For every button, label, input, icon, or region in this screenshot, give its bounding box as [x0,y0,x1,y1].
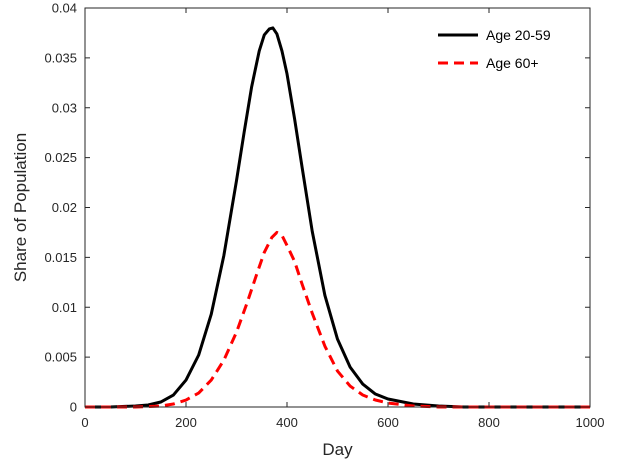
y-tick-label: 0.035 [44,50,77,65]
x-tick-label: 400 [276,415,298,430]
x-axis-label: Day [322,440,353,459]
y-tick-label: 0.005 [44,350,77,365]
x-tick-label: 800 [478,415,500,430]
legend-label-age-20-59: Age 20-59 [486,27,551,43]
y-tick-label: 0.015 [44,250,77,265]
x-tick-label: 1000 [576,415,605,430]
plot-frame [84,7,591,408]
y-tick-label: 0 [70,400,77,415]
y-tick-label: 0.025 [44,150,77,165]
y-tick-label: 0.04 [52,1,77,16]
x-tick-label: 600 [377,415,399,430]
x-tick-label: 200 [175,415,197,430]
tick-labels-layer: 0 200 400 600 800 1000 0 0.005 0.01 0.015 0.02 0.02… [44,1,604,431]
series-line-age-60-plus [85,230,590,409]
y-tick-label: 0.02 [52,200,77,215]
x-tick-label: 0 [81,415,88,430]
series-layer [85,26,590,409]
legend-label-age-60-plus: Age 60+ [486,55,539,71]
legend: Age 20-59 Age 60+ [438,27,551,71]
y-axis-label: Share of Population [11,133,30,282]
y-tick-label: 0.01 [52,300,77,315]
y-tick-label: 0.03 [52,100,77,115]
